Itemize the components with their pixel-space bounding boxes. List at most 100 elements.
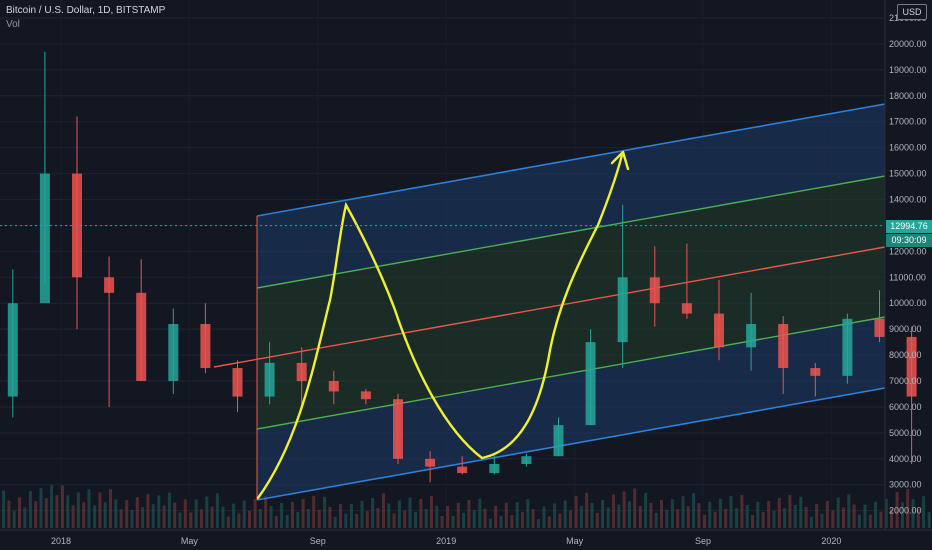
pitchfork-channel[interactable] [213, 103, 886, 501]
volume-bar [397, 500, 401, 528]
volume-bar [296, 512, 300, 528]
volume-bar [285, 515, 289, 528]
price-tick-label: 7000.00 [889, 376, 922, 386]
volume-bar [842, 507, 845, 528]
candle-body [200, 323, 211, 369]
candle-body [457, 466, 468, 474]
volume-bar [542, 506, 546, 528]
volume-bar [713, 511, 717, 528]
volume-bar [50, 485, 54, 528]
volume-bar [670, 499, 674, 528]
volume-bar [895, 492, 899, 528]
channel-zone-upper [257, 104, 885, 288]
volume-bar [494, 505, 498, 528]
time-axis[interactable]: 2018MaySep2019MaySep2020MaySep2021MaySep… [0, 529, 932, 546]
candle-body [425, 458, 436, 467]
volume-bar [793, 505, 797, 528]
chart-legend: Bitcoin / U.S. Dollar, 1D, BITSTAMP Vol [6, 4, 165, 32]
channel-line-lower[interactable] [256, 387, 886, 501]
volume-bar [831, 510, 835, 528]
candle-body [521, 456, 532, 464]
volume-label[interactable]: Vol [6, 19, 20, 30]
price-tick-label: 3000.00 [889, 480, 922, 490]
volume-bar [574, 495, 578, 528]
volume-bar [590, 502, 594, 528]
volume-bar [820, 513, 824, 528]
volume-bar [601, 499, 605, 528]
volume-bar [654, 512, 658, 528]
volume-bar [291, 502, 294, 528]
price-tick-label: 5000.00 [889, 428, 922, 438]
volume-bar [478, 498, 482, 528]
volume-bar [333, 516, 337, 528]
volume-bar [344, 513, 348, 528]
volume-bar [301, 499, 305, 528]
volume-bar [328, 506, 332, 528]
annotation-arrowhead [610, 150, 630, 171]
volume-bar [852, 504, 856, 528]
volume-bar [114, 499, 118, 528]
volume-bar [55, 495, 59, 528]
volume-bar [226, 516, 230, 528]
volume-bar [649, 502, 653, 528]
volume-bar [173, 502, 177, 528]
volume-bar [28, 491, 32, 528]
volume-bar [7, 500, 11, 528]
volume-bar [382, 493, 385, 528]
volume-bar [665, 509, 669, 528]
volume-bar [857, 514, 861, 528]
volume-bar [419, 499, 423, 528]
volume-bar [510, 515, 514, 528]
volume-bar [644, 492, 648, 528]
candle-body [489, 463, 500, 474]
volume-bar [890, 508, 893, 528]
candle-body [39, 173, 50, 304]
trend-annotation[interactable] [256, 150, 630, 500]
channel-line-upper[interactable] [256, 103, 886, 217]
channel-line-upper-inner[interactable] [256, 175, 886, 289]
price-axis[interactable]: 21000.0020000.0019000.0018000.0017000.00… [884, 0, 927, 530]
volume-bar [868, 514, 872, 528]
volume-bar [686, 506, 690, 528]
volume-bar [157, 495, 161, 528]
volume-bar [430, 496, 433, 528]
volume-bar [916, 509, 920, 528]
volume-bar [563, 500, 567, 528]
volume-bar [536, 519, 540, 528]
volume-bar [863, 504, 867, 528]
candle-body [681, 303, 692, 314]
price-tick-label: 20000.00 [889, 39, 927, 49]
volume-bar [103, 502, 107, 528]
volume-bar [622, 491, 626, 528]
price-tick-label: 12000.00 [889, 246, 927, 256]
currency-button[interactable]: USD [897, 4, 927, 20]
volume-bar [312, 496, 316, 528]
candle-body [360, 391, 371, 400]
volume-bar [788, 495, 792, 528]
volume-bar [125, 500, 129, 528]
volume-bar [215, 493, 219, 528]
volume-bar [242, 500, 246, 528]
volume-bar [424, 509, 428, 528]
price-tick-label: 16000.00 [889, 143, 927, 153]
price-tick-label: 8000.00 [889, 350, 922, 360]
volume-bar [135, 497, 139, 528]
volume-bar [323, 496, 327, 528]
volume-bar [783, 508, 787, 528]
volume-bar [66, 495, 70, 528]
volume-bar [767, 501, 771, 528]
channel-line-median[interactable] [213, 246, 886, 368]
price-tick-label: 9000.00 [889, 324, 922, 334]
candle-body [649, 277, 660, 304]
volume-bar [799, 496, 803, 528]
volume-bar [804, 506, 808, 528]
volume-bar [146, 494, 150, 528]
symbol-title[interactable]: Bitcoin / U.S. Dollar, 1D, BITSTAMP [6, 5, 166, 16]
volume-bar [553, 503, 557, 528]
volume-bar [280, 503, 284, 528]
volume-bar [697, 503, 701, 528]
volume-bar [264, 496, 268, 528]
annotation-path[interactable] [256, 153, 624, 500]
volume-bar [200, 509, 203, 528]
